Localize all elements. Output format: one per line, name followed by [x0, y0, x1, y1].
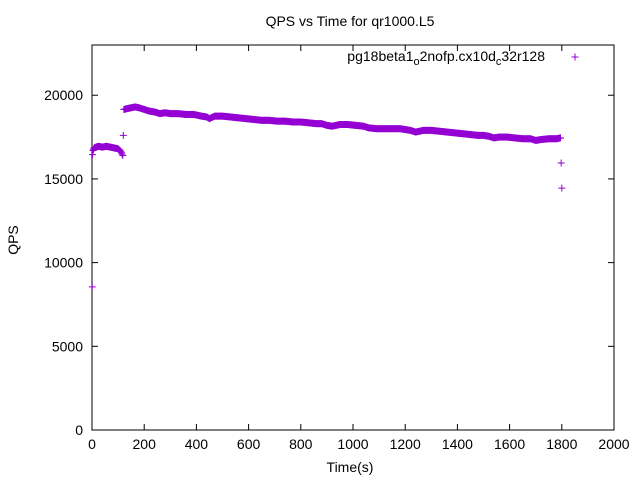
legend-label-part: pg18beta1	[347, 48, 413, 64]
chart-title: QPS vs Time for qr1000.L5	[266, 13, 435, 29]
data-point	[556, 134, 564, 142]
x-tick-label: 0	[88, 436, 96, 452]
x-tick-label: 1000	[337, 436, 368, 452]
x-tick-label: 200	[133, 436, 157, 452]
x-axis-label: Time(s)	[327, 459, 374, 475]
legend-label-part: 2nofp.cx10d	[420, 48, 496, 64]
axes: 0 200 400 600 800 1000 1200 1400 1600 1800 2000050…	[44, 44, 630, 452]
data-point	[118, 150, 126, 158]
legend-plus-icon	[571, 53, 579, 61]
data-point	[88, 283, 96, 291]
x-tick-label: 1800	[546, 436, 577, 452]
y-tick-label: 0	[75, 422, 83, 438]
y-tick-label: 10000	[44, 255, 83, 271]
legend-label-subscript: o	[413, 56, 419, 68]
plot-border	[91, 44, 615, 431]
y-axis-label: QPS	[5, 225, 21, 255]
x-tick-label: 1200	[390, 436, 421, 452]
data-point	[119, 151, 127, 159]
x-tick-label: 1400	[442, 436, 473, 452]
x-tick-label: 2000	[598, 436, 629, 452]
x-tick-label: 400	[185, 436, 209, 452]
y-tick-label: 15000	[44, 171, 83, 187]
data-point	[119, 131, 127, 139]
legend: pg18beta1o2nofp.cx10dc32r128	[347, 48, 579, 68]
y-tick-label: 5000	[52, 338, 83, 354]
x-tick-label: 1600	[494, 436, 525, 452]
legend-series-label: pg18beta1o2nofp.cx10dc32r128	[347, 48, 545, 68]
data-point	[89, 151, 97, 159]
legend-marker-icon	[571, 53, 579, 61]
x-tick-label: 600	[237, 436, 261, 452]
data-point	[558, 184, 566, 192]
series-points	[88, 103, 566, 291]
y-tick-label: 20000	[44, 87, 83, 103]
data-point	[557, 159, 565, 167]
x-tick-label: 800	[289, 436, 313, 452]
legend-label-subscript: c	[496, 56, 502, 68]
legend-label-part: 32r128	[501, 48, 545, 64]
